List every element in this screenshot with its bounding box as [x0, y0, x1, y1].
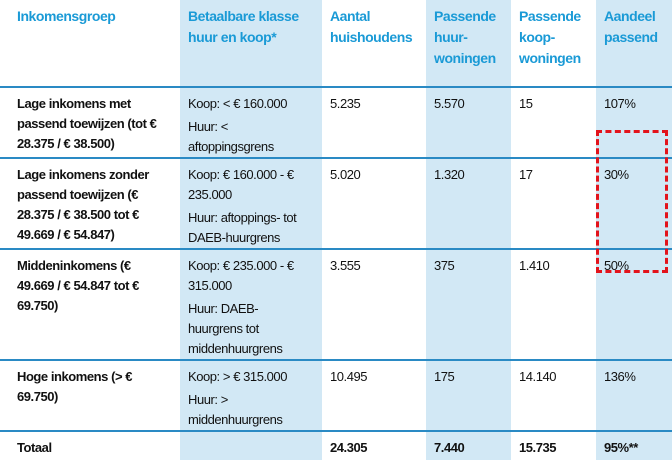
price-class: Koop: < € 160.000 Huur: < aftoppingsgrens — [180, 87, 322, 158]
koop-range: Koop: < € 160.000 — [188, 96, 287, 111]
share: 136% — [596, 360, 672, 431]
header-passende-koopwoningen: Passende koop- woningen — [519, 8, 581, 66]
total-empty — [180, 431, 322, 460]
total-households: 24.305 — [330, 440, 368, 455]
total-rent-homes: 7.440 — [426, 431, 511, 460]
header-inkomensgroep: Inkomensgroep — [17, 8, 116, 24]
total-buy-homes: 15.735 — [519, 440, 557, 455]
rent-homes: 175 — [426, 360, 511, 431]
buy-homes: 1.410 — [519, 258, 550, 273]
koop-range: Koop: > € 315.000 — [188, 369, 287, 384]
header-row: Inkomensgroep Betaalbare klasse huur en … — [0, 0, 672, 87]
income-group: Lage inkomens met passend toewijzen (tot… — [17, 96, 157, 151]
huur-range: Huur: > middenhuurgrens — [188, 392, 283, 427]
huur-range: Huur: < aftoppingsgrens — [188, 119, 274, 154]
table-row: Hoge inkomens (> € 69.750) Koop: > € 315… — [0, 360, 672, 431]
households: 5.020 — [330, 167, 361, 182]
total-share: 95%** — [596, 431, 672, 460]
income-group: Lage inkomens zonder passend toewijzen (… — [17, 167, 149, 242]
households: 10.495 — [330, 369, 368, 384]
header-passende-huurwoningen: Passende huur- woningen — [426, 0, 511, 87]
huur-range: Huur: aftoppings- tot DAEB-huurgrens — [188, 210, 297, 245]
buy-homes: 15 — [519, 96, 533, 111]
share: 50% — [596, 249, 672, 360]
buy-homes: 14.140 — [519, 369, 557, 384]
price-class: Koop: € 235.000 - € 315.000 Huur: DAEB- h… — [180, 249, 322, 360]
price-class: Koop: € 160.000 - € 235.000 Huur: aftoppi… — [180, 158, 322, 249]
table-row: Lage inkomens met passend toewijzen (tot… — [0, 87, 672, 158]
rent-homes: 1.320 — [426, 158, 511, 249]
koop-range: Koop: € 160.000 - € 235.000 — [188, 167, 294, 202]
households: 3.555 — [330, 258, 361, 273]
income-group: Hoge inkomens (> € 69.750) — [17, 369, 133, 404]
header-aantal-huishoudens: Aantal huishoudens — [330, 8, 413, 45]
rent-homes: 5.570 — [426, 87, 511, 158]
households: 5.235 — [330, 96, 361, 111]
huur-range: Huur: DAEB- huurgrens tot middenhuurgren… — [188, 301, 283, 356]
table-row: Middeninkomens (€ 49.669 / € 54.847 tot … — [0, 249, 672, 360]
share: 30% — [596, 158, 672, 249]
buy-homes: 17 — [519, 167, 533, 182]
koop-range: Koop: € 235.000 - € 315.000 — [188, 258, 294, 293]
total-label: Totaal — [17, 440, 52, 455]
income-group: Middeninkomens (€ 49.669 / € 54.847 tot … — [17, 258, 139, 313]
total-row: Totaal 24.305 7.440 15.735 95%** — [0, 431, 672, 460]
rent-homes: 375 — [426, 249, 511, 360]
price-class: Koop: > € 315.000 Huur: > middenhuurgrens — [180, 360, 322, 431]
header-aandeel-passend: Aandeel passend — [596, 0, 672, 87]
share: 107% — [596, 87, 672, 158]
table-row: Lage inkomens zonder passend toewijzen (… — [0, 158, 672, 249]
header-betaalbare-klasse: Betaalbare klasse huur en koop* — [180, 0, 322, 87]
